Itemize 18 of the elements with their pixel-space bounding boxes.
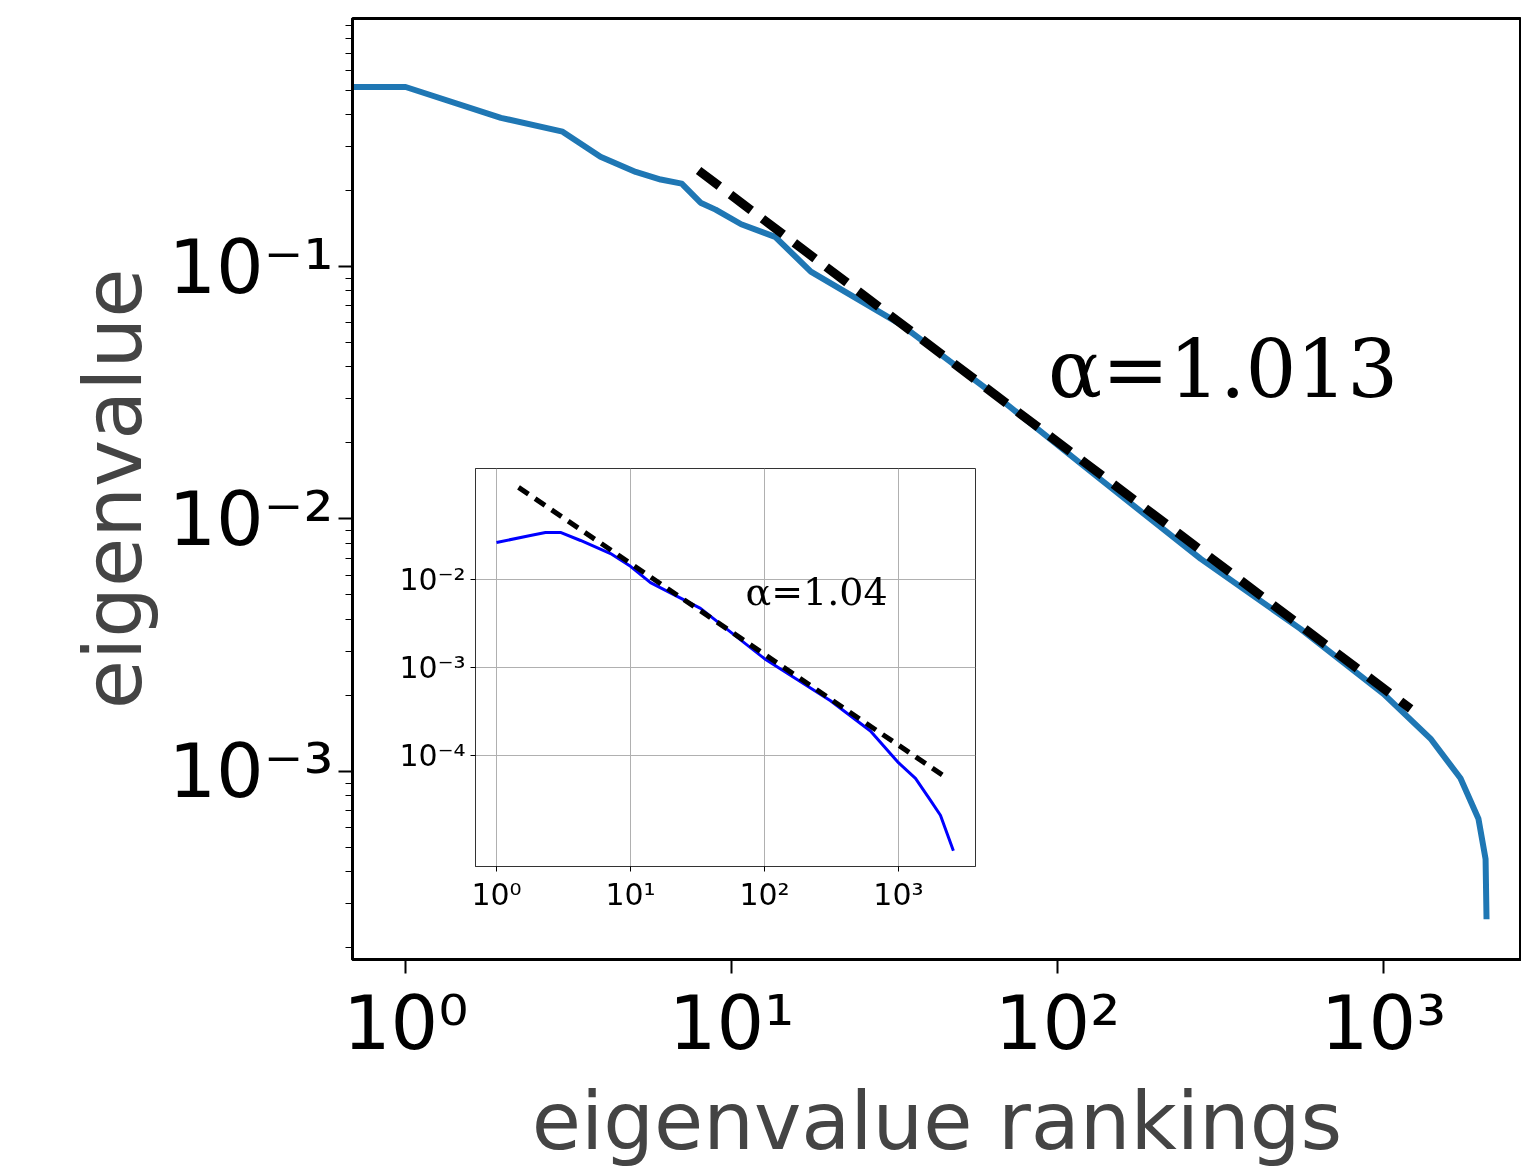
annotation: α=1.04: [745, 569, 888, 614]
y-tick-label: 10⁻⁴: [399, 738, 466, 774]
y-tick-label: 10⁻²: [399, 561, 466, 597]
x-tick-label: 10³: [873, 876, 924, 912]
y-axis-title: eigenvalue: [67, 268, 161, 710]
x-tick-label: 10¹: [605, 876, 656, 912]
x-tick-label: 10¹: [668, 978, 795, 1067]
x-axis-title: eigenvalue rankings: [531, 1074, 1343, 1168]
annotation: α=1.013: [1048, 322, 1399, 416]
x-tick-label: 10²: [994, 978, 1121, 1067]
y-tick-label: 10⁻²: [168, 474, 334, 563]
x-tick-label: 10³: [1320, 978, 1447, 1067]
y-tick-label: 10⁻¹: [168, 222, 334, 311]
y-tick-label: 10⁻³: [399, 650, 466, 686]
x-tick-label: 10⁰: [471, 876, 522, 912]
x-tick-label: 10²: [739, 876, 790, 912]
x-tick-label: 10⁰: [342, 978, 469, 1067]
y-tick-label: 10⁻³: [168, 727, 334, 816]
